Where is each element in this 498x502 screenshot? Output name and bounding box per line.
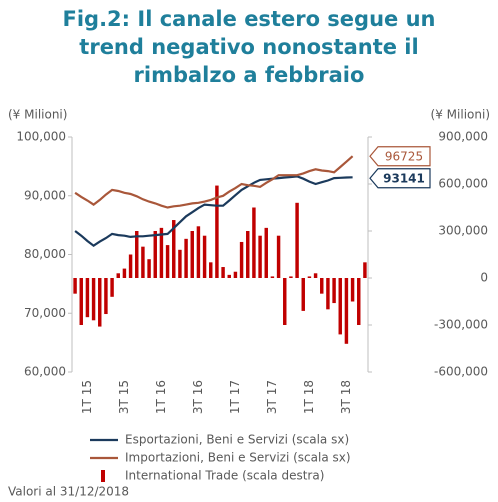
legend-swatch [101, 470, 105, 482]
y2-tick-label: 600,000 [438, 177, 488, 191]
x-tick-label: 3T 18 [339, 380, 353, 414]
value-label: 96725 [385, 150, 423, 164]
y-tick-label: 80,000 [24, 247, 66, 261]
x-tick-label: 1T 16 [154, 380, 168, 414]
y2-tick-label: -600,000 [434, 365, 488, 379]
bar [147, 259, 151, 278]
y2-tick-label: 900,000 [438, 130, 488, 144]
bar [270, 276, 275, 278]
bar [85, 278, 90, 318]
bar [338, 278, 342, 335]
bar [172, 220, 176, 278]
bar [313, 273, 318, 278]
x-tick-label: 3T 15 [117, 380, 131, 414]
bar [196, 226, 201, 278]
x-tick-label: 3T 16 [191, 380, 205, 414]
x-tick-label: 1T 17 [228, 380, 242, 414]
y2-tick-label: -300,000 [434, 318, 488, 332]
bar [289, 276, 293, 278]
bar [350, 278, 355, 302]
bar [91, 278, 96, 321]
bar [252, 207, 256, 278]
y2-tick-label: 0 [480, 271, 488, 285]
bar [209, 262, 213, 278]
bar [128, 254, 133, 278]
y-tick-label: 70,000 [24, 306, 66, 320]
value-label-box [369, 168, 431, 189]
bar [357, 278, 361, 325]
bar [307, 276, 312, 278]
bar [246, 231, 250, 278]
y-axis-label: (¥ Milioni) [8, 108, 67, 122]
note: Valori al 31/12/2018 [8, 485, 129, 499]
y2-axis-label: (¥ Milioni) [431, 108, 490, 122]
bar [153, 231, 157, 278]
chart-title: Fig.2: Il canale estero segue un [63, 7, 436, 31]
legend-label: International Trade (scala destra) [125, 469, 324, 483]
bar [283, 278, 287, 325]
bar [258, 235, 262, 278]
bar [178, 249, 182, 278]
bar [190, 231, 194, 278]
value-label: 93141 [383, 172, 425, 186]
bar [110, 278, 114, 297]
line [74, 155, 354, 209]
bar [320, 278, 324, 294]
y2-tick-label: 300,000 [438, 224, 488, 238]
bar [122, 268, 127, 278]
bar [332, 278, 336, 304]
bar [202, 235, 207, 278]
y-tick-label: 90,000 [24, 188, 66, 202]
x-tick-label: 3T 17 [265, 380, 279, 414]
bar [264, 227, 268, 278]
legend-label: Importazioni, Beni e Servizi (scala sx) [125, 451, 351, 465]
x-tick-label: 1T 18 [302, 380, 316, 414]
bar [159, 227, 164, 278]
bar [135, 231, 139, 278]
bar [344, 278, 349, 344]
bar [363, 262, 367, 278]
bar [184, 238, 188, 278]
x-tick-label: 1T 15 [80, 380, 94, 414]
line [74, 175, 353, 248]
bar [141, 246, 145, 278]
y-tick-label: 60,000 [24, 365, 66, 379]
bar [79, 278, 83, 325]
y-tick-label: 100,000 [16, 130, 66, 144]
bar [233, 271, 238, 278]
chart-title: trend negativo nonostante il [79, 35, 418, 59]
chart-title: rimbalzo a febbraio [134, 63, 365, 87]
bar [98, 278, 102, 327]
bar [104, 278, 108, 315]
bar [116, 273, 120, 278]
bar [326, 278, 330, 310]
legend-label: Esportazioni, Beni e Servizi (scala sx) [125, 433, 349, 447]
bar [215, 185, 219, 278]
bar [239, 241, 244, 278]
bar [221, 267, 225, 278]
value-label-box [369, 146, 431, 167]
bar [276, 235, 281, 278]
bar [295, 202, 299, 278]
bar [301, 278, 305, 311]
bar [73, 278, 77, 294]
bar [165, 245, 170, 278]
bar [227, 274, 231, 278]
